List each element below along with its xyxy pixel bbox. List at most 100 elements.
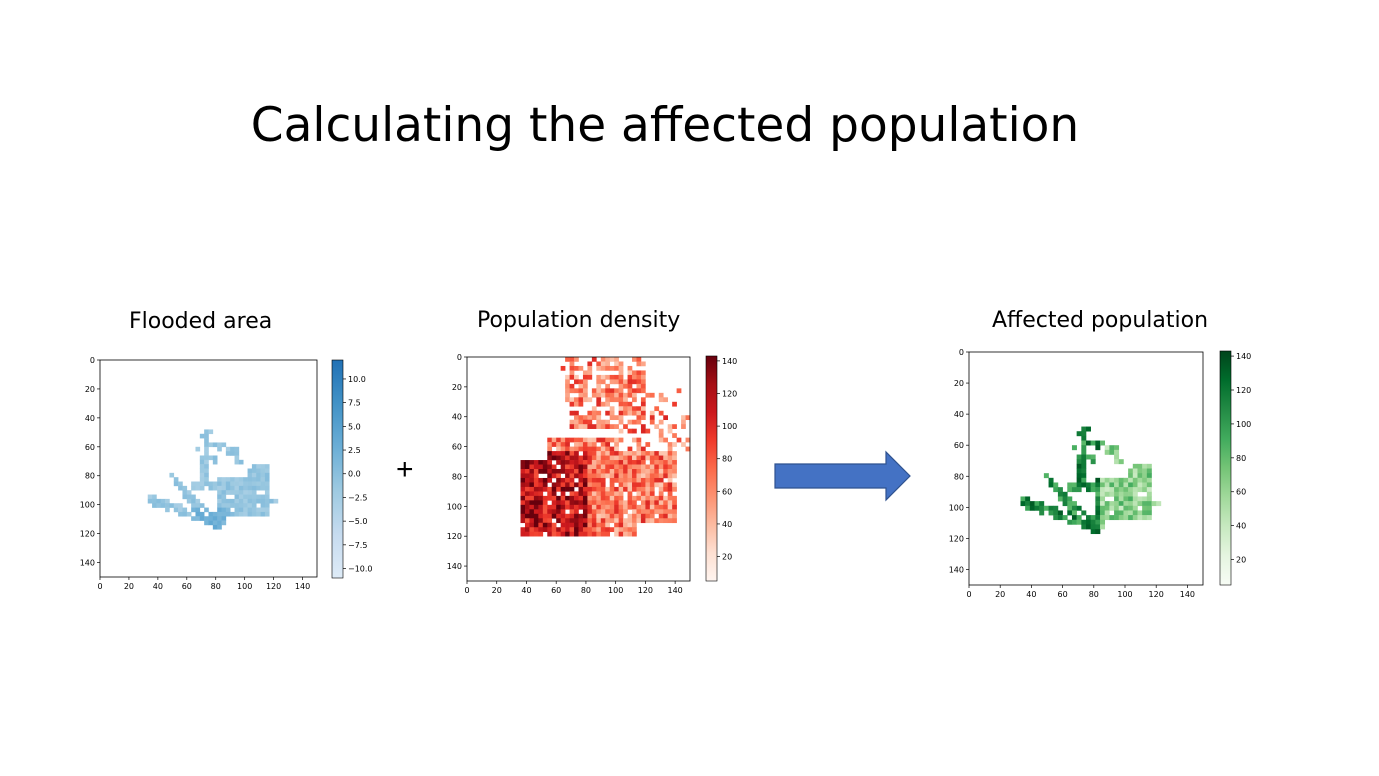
heatmap-cell bbox=[251, 468, 257, 474]
heatmap-cell bbox=[569, 522, 575, 528]
heatmap-cell bbox=[649, 513, 655, 519]
heatmap-cell bbox=[560, 437, 566, 443]
heatmap-cell bbox=[600, 518, 606, 524]
heatmap-cell bbox=[582, 518, 588, 524]
heatmap-cell bbox=[1123, 501, 1129, 507]
heatmap-cell bbox=[1057, 515, 1063, 521]
heatmap-cell bbox=[627, 383, 633, 389]
heatmap-cell bbox=[165, 498, 170, 504]
heatmap-cell bbox=[636, 361, 642, 367]
heatmap-cell bbox=[627, 455, 633, 461]
heatmap-cell bbox=[627, 527, 633, 533]
heatmap-cell bbox=[1137, 468, 1143, 474]
heatmap-cell bbox=[256, 477, 261, 482]
heatmap-cell bbox=[1086, 454, 1091, 460]
heatmap-cell bbox=[654, 451, 660, 456]
heatmap-cell bbox=[582, 442, 588, 447]
heatmap-cell bbox=[1123, 482, 1129, 488]
heatmap-cell bbox=[243, 490, 248, 495]
heatmap-cell bbox=[596, 469, 602, 474]
heatmap-cell bbox=[1142, 477, 1148, 483]
heatmap-cell bbox=[591, 464, 597, 470]
heatmap-cell bbox=[632, 379, 637, 385]
heatmap-cell bbox=[251, 503, 257, 508]
heatmap-cell bbox=[208, 429, 214, 435]
heatmap-cell bbox=[556, 482, 561, 488]
heatmap-cell bbox=[614, 486, 619, 492]
heatmap-cell bbox=[605, 446, 611, 452]
heatmap-cell bbox=[627, 365, 633, 371]
heatmap-cell bbox=[600, 401, 606, 407]
heatmap-cell bbox=[596, 486, 602, 492]
heatmap-cell bbox=[538, 531, 544, 537]
heatmap-cell bbox=[618, 428, 624, 434]
heatmap-cell bbox=[618, 477, 624, 483]
heatmap-cells bbox=[1020, 426, 1162, 535]
heatmap-cell bbox=[640, 477, 646, 483]
heatmap-cell bbox=[649, 410, 655, 416]
heatmap-cell bbox=[627, 504, 633, 510]
heatmap-cell bbox=[264, 485, 270, 491]
heatmap-cell bbox=[658, 428, 664, 434]
heatmap-cell bbox=[520, 500, 526, 506]
heatmap-cell bbox=[649, 504, 655, 510]
heatmap-cell bbox=[1086, 519, 1091, 525]
heatmap-cell bbox=[1104, 491, 1110, 497]
heatmap-cell bbox=[578, 401, 584, 407]
heatmap-cell bbox=[605, 383, 611, 389]
heatmap-cell bbox=[1114, 496, 1120, 502]
heatmap-cell bbox=[649, 509, 655, 515]
heatmap-cell bbox=[560, 527, 566, 533]
heatmap-cell bbox=[649, 518, 655, 524]
heatmap-cell bbox=[596, 437, 602, 443]
heatmap-cell bbox=[654, 500, 660, 506]
heatmap-cell bbox=[560, 500, 566, 506]
heatmap-cell bbox=[1095, 440, 1101, 446]
heatmap-cell bbox=[529, 486, 535, 492]
heatmap-cell bbox=[186, 490, 192, 495]
heatmap-cell bbox=[587, 419, 593, 425]
heatmap-cell bbox=[578, 460, 584, 465]
colorbar-tick-label: 100 bbox=[1236, 420, 1251, 429]
heatmap-cell bbox=[186, 494, 192, 500]
heatmap-cell bbox=[1104, 501, 1110, 507]
heatmap-cell bbox=[247, 472, 253, 478]
heatmap-cell bbox=[609, 374, 615, 380]
heatmap-cell bbox=[600, 424, 606, 429]
heatmap-cell bbox=[609, 473, 615, 479]
heatmap-cell bbox=[574, 437, 579, 443]
heatmap-cell bbox=[636, 486, 642, 492]
heatmap-cell bbox=[600, 437, 606, 443]
heatmap-cell bbox=[618, 491, 624, 497]
heatmap-cell bbox=[658, 500, 664, 506]
heatmap-cell bbox=[1128, 477, 1134, 483]
colorbar-tick-label: 140 bbox=[1236, 352, 1251, 361]
heatmap-cell bbox=[627, 410, 633, 416]
heatmap-cell bbox=[627, 500, 633, 506]
heatmap-cell bbox=[640, 401, 646, 407]
heatmap-cell bbox=[230, 481, 235, 487]
heatmap-cell bbox=[574, 491, 579, 497]
heatmap-cell bbox=[654, 495, 660, 501]
heatmap-cell bbox=[212, 511, 218, 517]
heatmap-cell bbox=[212, 516, 218, 521]
heatmap-cell bbox=[1100, 482, 1106, 488]
heatmap-cell bbox=[1095, 482, 1101, 488]
heatmap-cell bbox=[574, 379, 579, 385]
heatmap-cell bbox=[533, 469, 539, 474]
heatmap-cell bbox=[238, 507, 244, 513]
heatmap-cell bbox=[551, 473, 557, 479]
heatmap-cell bbox=[542, 464, 548, 470]
heatmap-cell bbox=[1118, 482, 1124, 488]
heatmap-cell bbox=[627, 518, 633, 524]
heatmap-cell bbox=[247, 503, 253, 508]
y-tick-label: 120 bbox=[80, 530, 95, 539]
heatmap-cell bbox=[667, 451, 673, 456]
heatmap-cell bbox=[605, 397, 611, 403]
heatmap-cell bbox=[264, 464, 270, 469]
heatmap-cell bbox=[618, 486, 624, 492]
heatmap-cell bbox=[605, 392, 611, 398]
heatmap-cell bbox=[230, 498, 235, 504]
heatmap-cell bbox=[217, 485, 222, 491]
heatmap-cell bbox=[208, 520, 214, 526]
